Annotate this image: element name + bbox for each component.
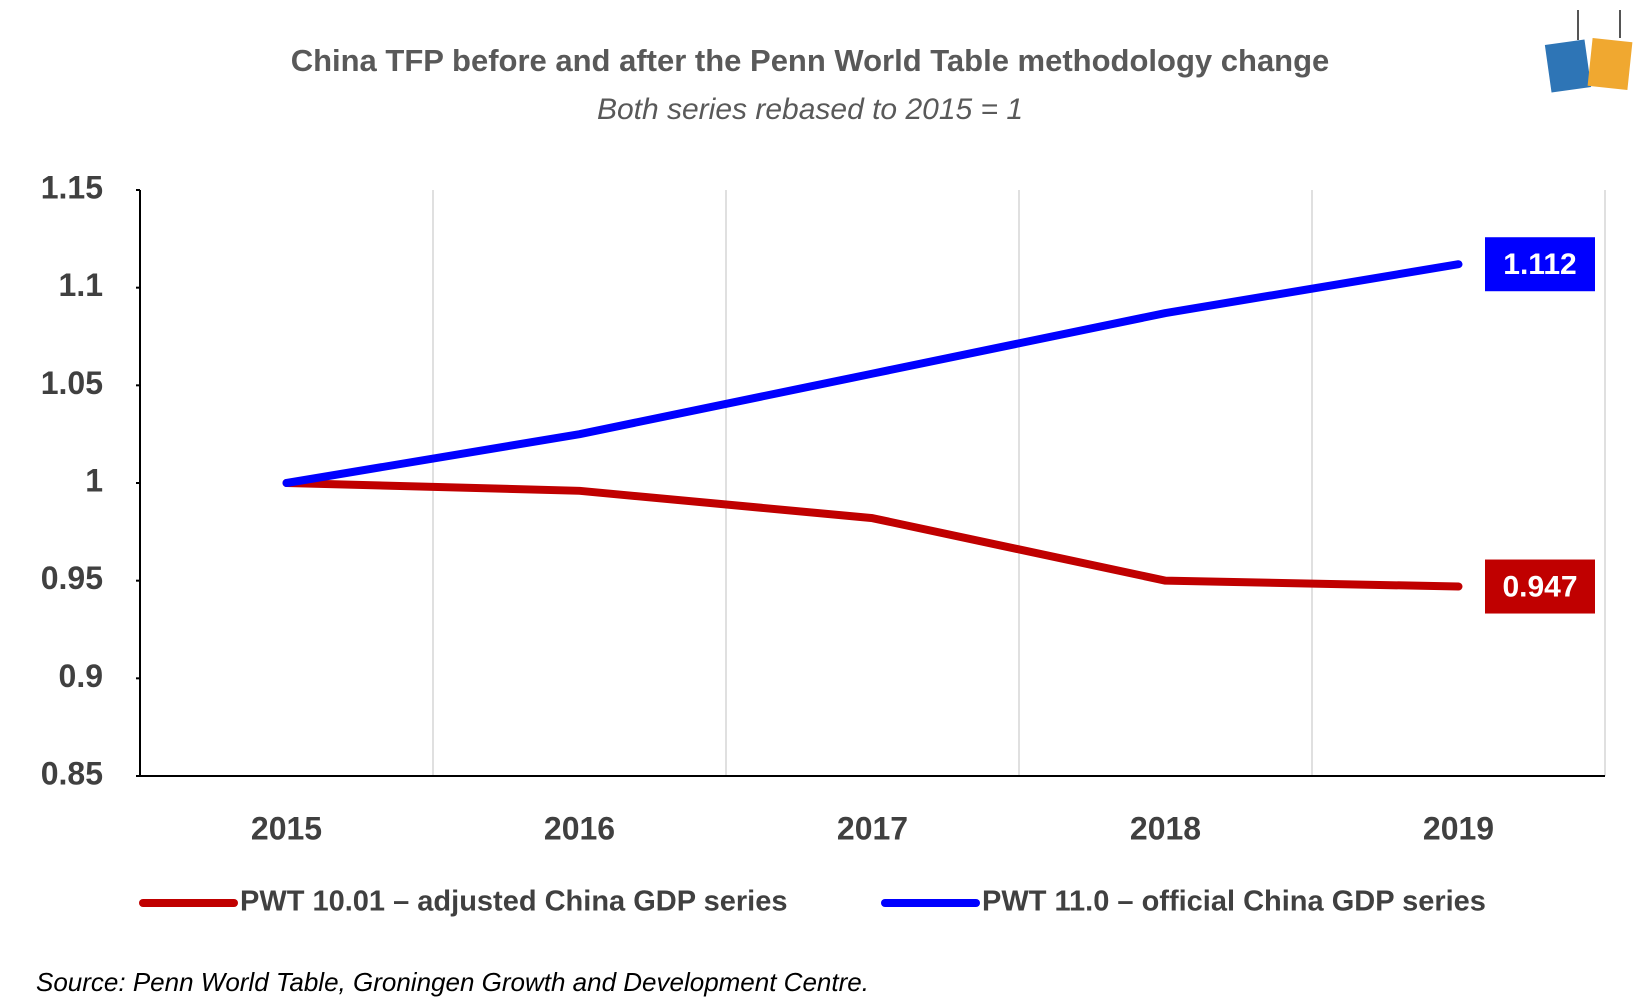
series-line <box>282 479 1463 591</box>
logo <box>1544 10 1633 93</box>
chart-subtitle: Both series rebased to 2015 = 1 <box>597 93 1023 126</box>
y-tick-label: 0.9 <box>59 658 103 694</box>
chart-title: China TFP before and after the Penn Worl… <box>291 43 1330 78</box>
x-tick-label: 2016 <box>544 810 615 846</box>
y-tick-label: 1.1 <box>59 267 103 303</box>
y-tick-label: 1.05 <box>41 365 103 401</box>
x-tick-label: 2017 <box>837 810 908 846</box>
end-label: 1.112 <box>1503 248 1576 281</box>
y-tick-label: 1.15 <box>41 169 103 205</box>
legend-label: PWT 11.0 – official China GDP series <box>982 886 1486 918</box>
legend-label: PWT 10.01 – adjusted China GDP series <box>240 886 787 918</box>
end-label-box <box>1485 237 1595 292</box>
source-note: Source: Penn World Table, Groningen Grow… <box>36 967 869 997</box>
y-tick-label: 1 <box>85 462 103 498</box>
y-tick-label: 0.95 <box>41 560 103 596</box>
end-label: 0.947 <box>1502 570 1577 603</box>
series-line <box>282 260 1463 487</box>
end-label-box <box>1485 559 1595 614</box>
y-tick-label: 0.85 <box>41 755 103 791</box>
x-tick-label: 2018 <box>1130 810 1201 846</box>
x-tick-label: 2015 <box>251 810 322 846</box>
x-tick-label: 2019 <box>1423 810 1494 846</box>
